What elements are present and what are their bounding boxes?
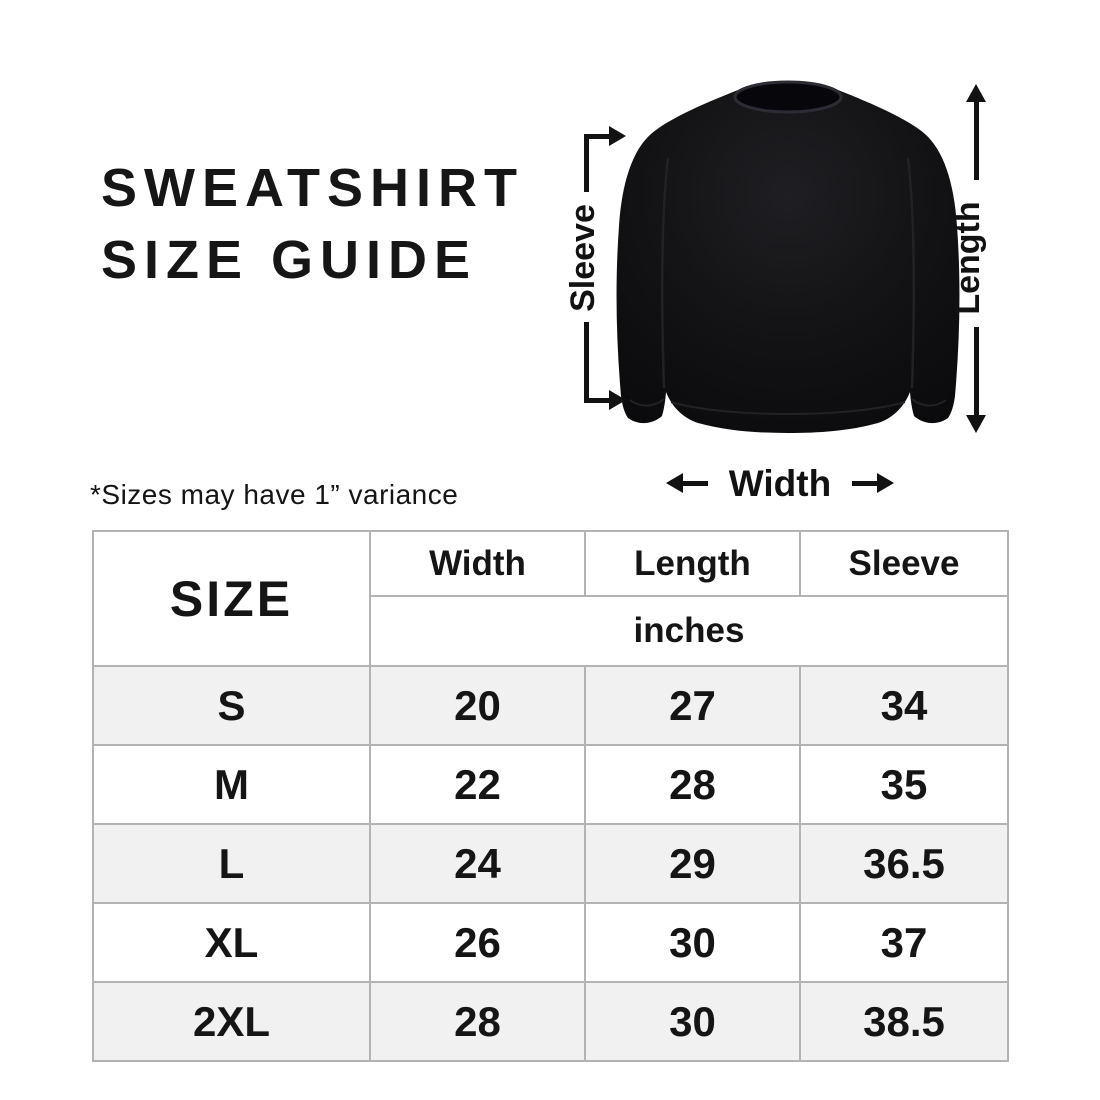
table-row: S 20 27 34 (92, 665, 1009, 746)
width-arrow-left-line (681, 481, 708, 486)
row-length-value: 28 (584, 744, 801, 825)
page-title-line2: SIZE GUIDE (101, 230, 478, 290)
width-column-header: Width (369, 530, 586, 597)
sleeve-arrow-bottom-icon (609, 390, 626, 410)
row-size-label: L (92, 823, 371, 904)
table-row: M 22 28 35 (92, 744, 1009, 825)
page-title: SWEATSHIRT SIZE GUIDE (101, 152, 524, 296)
table-header-row: SIZE Width Length Sleeve (92, 530, 1009, 667)
page-title-line1: SWEATSHIRT (101, 158, 524, 218)
row-length-value: 29 (584, 823, 801, 904)
table-row: L 24 29 36.5 (92, 823, 1009, 904)
row-length-value: 27 (584, 665, 801, 746)
row-width-value: 22 (369, 744, 586, 825)
length-arrow-up-icon (966, 84, 986, 102)
row-sleeve-value: 38.5 (799, 981, 1009, 1062)
table-unit-row: inches (93, 595, 1009, 667)
width-label: Width (728, 463, 832, 504)
sleeve-bracket-upper-line (584, 134, 589, 192)
row-sleeve-value: 37 (799, 902, 1009, 983)
variance-note: *Sizes may have 1” variance (90, 479, 459, 510)
length-arrow-upper-line (974, 100, 979, 180)
row-sleeve-value: 36.5 (799, 823, 1009, 904)
sleeve-column-header: Sleeve (799, 530, 1009, 597)
length-arrow-lower-line (974, 327, 979, 417)
table-row: XL 26 30 37 (92, 902, 1009, 983)
width-arrow-left-icon (666, 473, 683, 493)
sweatshirt-image (616, 80, 960, 434)
sleeve-arrow-top-line (584, 134, 611, 139)
length-column-header: Length (584, 530, 801, 597)
sleeve-label: Sleeve (564, 204, 602, 312)
row-size-label: 2XL (92, 981, 371, 1062)
length-arrow-down-icon (966, 415, 986, 433)
row-size-label: S (92, 665, 371, 746)
row-length-value: 30 (584, 981, 801, 1062)
row-size-label: XL (92, 902, 371, 983)
row-length-value: 30 (584, 902, 801, 983)
size-table: SIZE Width Length Sleeve inches S 20 27 … (92, 530, 1009, 1062)
row-width-value: 20 (369, 665, 586, 746)
row-width-value: 28 (369, 981, 586, 1062)
table-row: 2XL 28 30 38.5 (92, 981, 1009, 1062)
row-width-value: 24 (369, 823, 586, 904)
unit-header: inches (369, 595, 1009, 667)
row-sleeve-value: 35 (799, 744, 1009, 825)
row-width-value: 26 (369, 902, 586, 983)
sleeve-arrow-bottom-line (584, 398, 611, 403)
width-arrow-right-icon (877, 473, 894, 493)
sleeve-arrow-top-icon (609, 126, 626, 146)
row-sleeve-value: 34 (799, 665, 1009, 746)
size-column-header: SIZE (92, 530, 371, 667)
sleeve-bracket-lower-line (584, 322, 589, 403)
length-label: Length (949, 201, 987, 315)
width-arrow-right-line (852, 481, 879, 486)
row-size-label: M (92, 744, 371, 825)
